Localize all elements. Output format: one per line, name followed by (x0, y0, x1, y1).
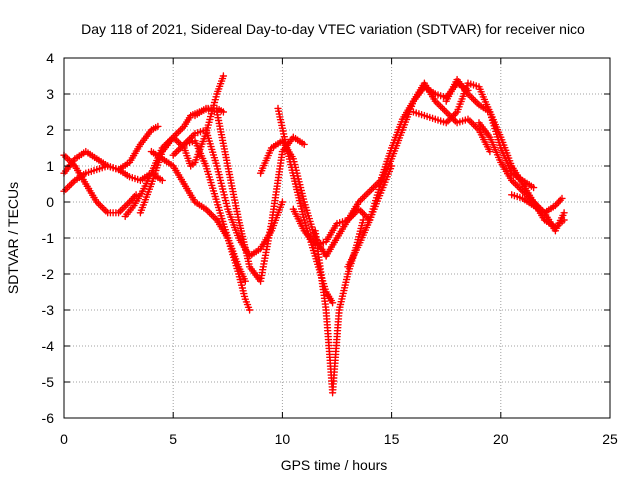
y-tick-label: -6 (42, 410, 55, 426)
x-axis-label: GPS time / hours (281, 457, 388, 473)
y-tick-label: 0 (46, 194, 54, 210)
x-tick-label: 10 (275, 431, 291, 447)
axis-ticks (63, 57, 611, 419)
series-markers (508, 191, 566, 217)
series-markers (344, 79, 494, 271)
y-tick-label: -3 (42, 302, 55, 318)
x-tick-label: 20 (493, 431, 509, 447)
series-10 (256, 137, 330, 260)
series-19 (508, 191, 566, 217)
series-3 (60, 122, 162, 177)
series-14 (322, 79, 472, 260)
y-tick-label: -1 (42, 230, 55, 246)
plot-series (60, 72, 568, 397)
x-tick-label: 0 (60, 431, 68, 447)
x-tick-labels: 0 5 10 15 20 25 (60, 431, 618, 447)
x-tick-label: 15 (384, 431, 400, 447)
x-tick-label: 5 (169, 431, 177, 447)
y-tick-label: 1 (46, 158, 54, 174)
series-15 (344, 79, 494, 271)
y-tick-label: -4 (42, 338, 55, 354)
y-tick-label: -2 (42, 266, 55, 282)
y-tick-label: 3 (46, 86, 54, 102)
y-tick-labels: -6 -5 -4 -3 -2 -1 0 1 2 3 4 (42, 50, 55, 426)
y-tick-label: -5 (42, 374, 55, 390)
series-markers (322, 79, 472, 260)
y-axis-label: SDTVAR / TECUs (5, 182, 21, 294)
y-tick-label: 4 (46, 50, 54, 66)
y-tick-label: 2 (46, 122, 54, 138)
chart-title: Day 118 of 2021, Sidereal Day-to-day VTE… (81, 21, 585, 37)
series-markers (191, 104, 308, 285)
x-tick-label: 25 (602, 431, 618, 447)
